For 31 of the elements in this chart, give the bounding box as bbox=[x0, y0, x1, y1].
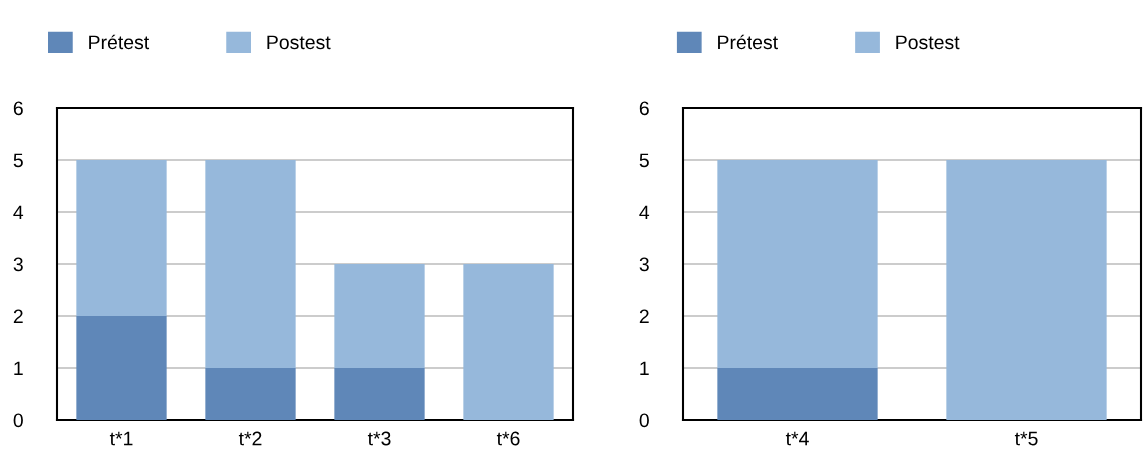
y-tick-label: 6 bbox=[13, 101, 23, 116]
y-tick-label: 3 bbox=[13, 257, 23, 272]
y-tick-label: 0 bbox=[639, 413, 649, 428]
legend-label: Prétest bbox=[89, 34, 150, 50]
x-tick-label: t*5 bbox=[1014, 431, 1038, 446]
x-tick-label: t*2 bbox=[238, 431, 262, 446]
x-tick-label: t*4 bbox=[785, 431, 809, 446]
y-tick-label: 5 bbox=[13, 153, 23, 168]
bar bbox=[463, 264, 554, 420]
y-tick-label: 3 bbox=[639, 257, 649, 272]
x-tick-label: t*6 bbox=[496, 431, 520, 446]
y-tick-label: 2 bbox=[13, 309, 23, 324]
legend-label: Postest bbox=[896, 35, 960, 50]
y-tick-label: 0 bbox=[13, 413, 23, 428]
bar bbox=[205, 368, 296, 420]
legend-label: Postest bbox=[267, 35, 331, 50]
x-tick-label: t*1 bbox=[109, 431, 133, 446]
bar bbox=[334, 264, 425, 368]
x-tick-label: t*3 bbox=[367, 431, 391, 446]
bar bbox=[76, 160, 167, 316]
y-tick-label: 1 bbox=[14, 361, 23, 376]
bar bbox=[205, 160, 296, 368]
y-tick-label: 2 bbox=[639, 309, 649, 324]
y-tick-label: 4 bbox=[13, 205, 24, 220]
y-tick-label: 5 bbox=[639, 153, 649, 168]
legend-label: Prétest bbox=[718, 34, 778, 50]
y-tick-label: 1 bbox=[640, 361, 649, 376]
bar bbox=[76, 316, 167, 420]
bar bbox=[334, 368, 425, 420]
y-tick-label: 4 bbox=[639, 205, 650, 220]
y-tick-label: 6 bbox=[639, 101, 649, 116]
